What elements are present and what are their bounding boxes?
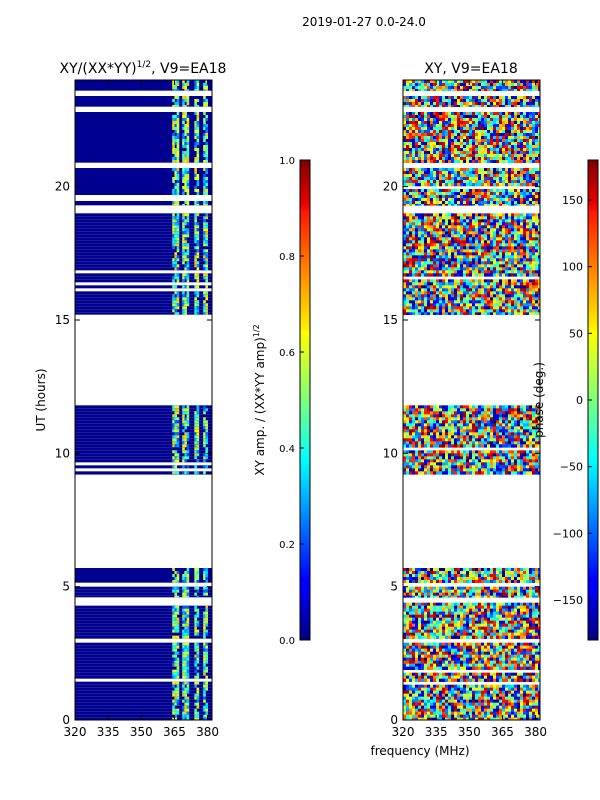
colorbar-tick-label: 1.0 [279,156,295,167]
colorbar-tick-label: −150 [553,594,583,607]
phase-data-band [403,168,540,206]
colorbar-tick-label: 100 [562,261,583,274]
amplitude-title-sup: 1/2 [137,60,151,70]
y-tick-label: 20 [383,180,398,194]
amplitude-data-band [75,642,212,720]
amplitude-colorbar: 0.0 0.2 0.4 0.6 0.8 1.0 XY amp. / (XX*YY amp)… [252,156,311,647]
amplitude-data-band [75,112,212,163]
phase-data-band [403,405,540,475]
shared-xlabel: frequency (MHz) [370,744,469,758]
x-tick-label: 380 [524,725,547,739]
x-tick-label: 320 [64,725,87,739]
y-tick-label: 15 [55,313,70,327]
colorbar-tick-label: 0.4 [279,444,295,455]
amplitude-x-ticks: 320 335 350 365 380 [64,80,219,739]
x-tick-label: 350 [130,725,153,739]
amplitude-data-band [75,80,212,91]
amplitude-data-band [75,568,212,583]
amplitude-title: XY/(XX*YY)1/2, V9=EA18 [60,60,227,77]
colorbar-tick-label: 50 [569,327,583,340]
amplitude-title-suffix: , V9=EA18 [151,61,226,77]
colorbar-tick-label: −50 [560,461,583,474]
phase-data-band [403,112,540,163]
y-tick-label: 15 [383,313,398,327]
x-tick-label: 320 [392,725,415,739]
y-tick-label: 5 [62,580,70,594]
phase-x-ticks: 320 335 350 365 380 [392,80,547,739]
amplitude-plot-frame [74,79,213,721]
colorbar-tick-label: 0.8 [279,252,295,263]
amplitude-data-band [75,586,212,598]
colorbar-tick-label: 0 [576,394,583,407]
phase-plot-frame [402,79,541,721]
phase-data-band [403,213,540,315]
amplitude-colorbar-label-sup: 1/2 [252,324,261,337]
amplitude-data-band [75,605,212,639]
colorbar-tick-label: 0.2 [279,540,295,551]
x-tick-label: 350 [458,725,481,739]
amplitude-data-band [75,213,212,315]
y-tick-label: 0 [62,713,70,727]
phase-data-band [403,568,540,583]
phase-colorbar-label: phase (deg.) [532,362,546,438]
phase-y-ticks: 0 5 10 15 20 [383,180,540,727]
phase-colorbar-ticks: 150 100 50 0 −50 −100 −150 [553,194,592,607]
phase-colorbar: 150 100 50 0 −50 −100 −150 phase (deg.) [532,159,599,641]
amplitude-data-band [75,96,212,107]
amplitude-colorbar-gradient [299,159,311,641]
y-tick-label: 0 [390,713,398,727]
x-tick-label: 335 [97,725,120,739]
colorbar-tick-label: 0.0 [279,636,295,647]
amplitude-heatmap [75,80,212,720]
phase-data-band [403,80,540,91]
amplitude-data-band [75,168,212,206]
colorbar-tick-label: 0.6 [279,348,295,359]
x-tick-label: 335 [425,725,448,739]
amplitude-title-main: XY/(XX*YY) [60,61,137,77]
amplitude-colorbar-ticks: 0.0 0.2 0.4 0.6 0.8 1.0 [279,156,304,647]
colorbar-tick-label: −100 [553,527,583,540]
phase-heatmap [403,80,540,720]
colorbar-tick-label: 150 [562,194,583,207]
phase-data-band [403,96,540,107]
phase-data-band [403,586,540,598]
y-tick-label: 20 [55,180,70,194]
amplitude-colorbar-label: XY amp. / (XX*YY amp)1/2 [252,324,267,475]
figure-suptitle: 2019-01-27 0.0-24.0 [302,15,426,29]
amplitude-ylabel: UT (hours) [34,368,48,431]
phase-panel: XY, V9=EA18 320 335 350 365 380 0 5 10 15 20 [383,61,547,739]
amplitude-colorbar-label-main: XY amp. / (XX*YY amp) [253,337,267,475]
y-tick-label: 10 [55,446,70,460]
y-tick-label: 10 [383,446,398,460]
amplitude-data-band [75,405,212,475]
phase-data-band [403,602,540,639]
amplitude-y-ticks: 0 5 10 15 20 [55,180,212,727]
x-tick-label: 365 [163,725,186,739]
amplitude-panel: XY/(XX*YY)1/2, V9=EA18 320 335 350 365 380 0… [34,60,226,739]
y-tick-label: 5 [390,580,398,594]
phase-data-band [403,642,540,720]
x-tick-label: 380 [196,725,219,739]
phase-title: XY, V9=EA18 [424,61,518,77]
x-tick-label: 365 [491,725,514,739]
